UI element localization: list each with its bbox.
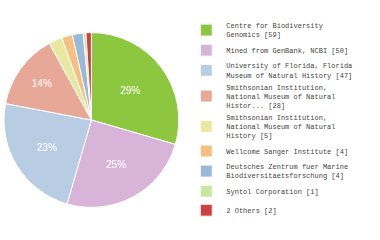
svg-text:University of Florida, Florida: University of Florida, FloridaMuseum of … (226, 62, 352, 79)
svg-text:29%: 29% (120, 85, 140, 96)
svg-text:Smithsonian Institution,Nation: Smithsonian Institution,National Museum … (226, 84, 335, 110)
svg-text:14%: 14% (32, 78, 52, 89)
svg-text:Mined from GenBank, NCBI [50]: Mined from GenBank, NCBI [50] (226, 47, 348, 55)
svg-text:2 Others [2]: 2 Others [2] (226, 207, 276, 215)
svg-text:Centre for BiodiversityGenomic: Centre for BiodiversityGenomics [59] (226, 22, 323, 39)
svg-text:23%: 23% (37, 142, 57, 153)
svg-text:25%: 25% (106, 159, 126, 170)
svg-text:Deutsches Zentrum fuer MarineB: Deutsches Zentrum fuer MarineBiodiversit… (226, 163, 348, 180)
svg-text:Wellcome Sanger Institute [4]: Wellcome Sanger Institute [4] (226, 148, 348, 156)
svg-text:Syntol Corporation [1]: Syntol Corporation [1] (226, 188, 318, 196)
svg-text:Smithsonian Institution,Nation: Smithsonian Institution,National Museum … (226, 114, 335, 140)
